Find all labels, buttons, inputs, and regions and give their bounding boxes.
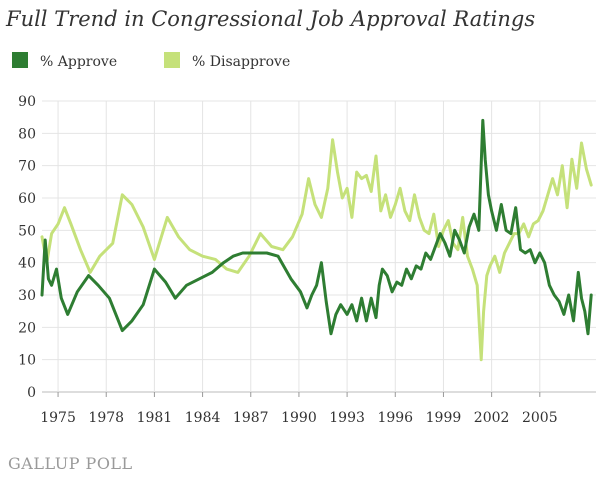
- series-layer: [40, 118, 593, 362]
- chart-title: Full Trend in Congressional Job Approval…: [5, 7, 535, 31]
- y-tick-label: 10: [18, 353, 36, 369]
- legend: % Approve % Disapprove: [12, 52, 290, 70]
- x-axis-ticks: 1975 1978 1981 1984 1987 1990 1993 1996 1999 2002…: [40, 392, 558, 426]
- y-tick-label: 70: [18, 159, 36, 175]
- x-tick-label: 1975: [40, 410, 76, 426]
- y-tick-label: 80: [18, 126, 36, 142]
- y-axis-ticks: 0 10 20 30 40 50 60 70 80 90: [18, 94, 36, 401]
- series-line-approve: [40, 118, 593, 336]
- x-tick-label: 1996: [377, 410, 413, 426]
- series-line-disapprove: [40, 138, 593, 362]
- y-tick-label: 30: [18, 288, 36, 304]
- y-tick-label: 20: [18, 320, 36, 336]
- x-tick-label: 1984: [185, 410, 221, 426]
- legend-label-approve: % Approve: [40, 54, 117, 70]
- y-tick-label: 40: [18, 256, 36, 272]
- x-tick-label: 2005: [522, 410, 558, 426]
- x-tick-label: 1999: [426, 410, 462, 426]
- gridlines: [42, 100, 596, 393]
- x-tick-label: 1990: [281, 410, 317, 426]
- y-tick-label: 90: [18, 94, 36, 110]
- x-tick-label: 1993: [329, 410, 365, 426]
- x-tick-label: 1981: [137, 410, 173, 426]
- y-tick-label: 60: [18, 191, 36, 207]
- y-tick-label: 50: [18, 223, 36, 239]
- y-tick-label: 0: [27, 385, 36, 401]
- x-tick-label: 2002: [474, 410, 510, 426]
- legend-swatch-disapprove: [164, 52, 180, 68]
- gallup-poll-logo: GALLUP POLL: [8, 454, 133, 473]
- x-tick-label: 1987: [233, 410, 269, 426]
- legend-swatch-approve: [12, 52, 28, 68]
- x-tick-label: 1978: [88, 410, 124, 426]
- legend-label-disapprove: % Disapprove: [192, 54, 290, 70]
